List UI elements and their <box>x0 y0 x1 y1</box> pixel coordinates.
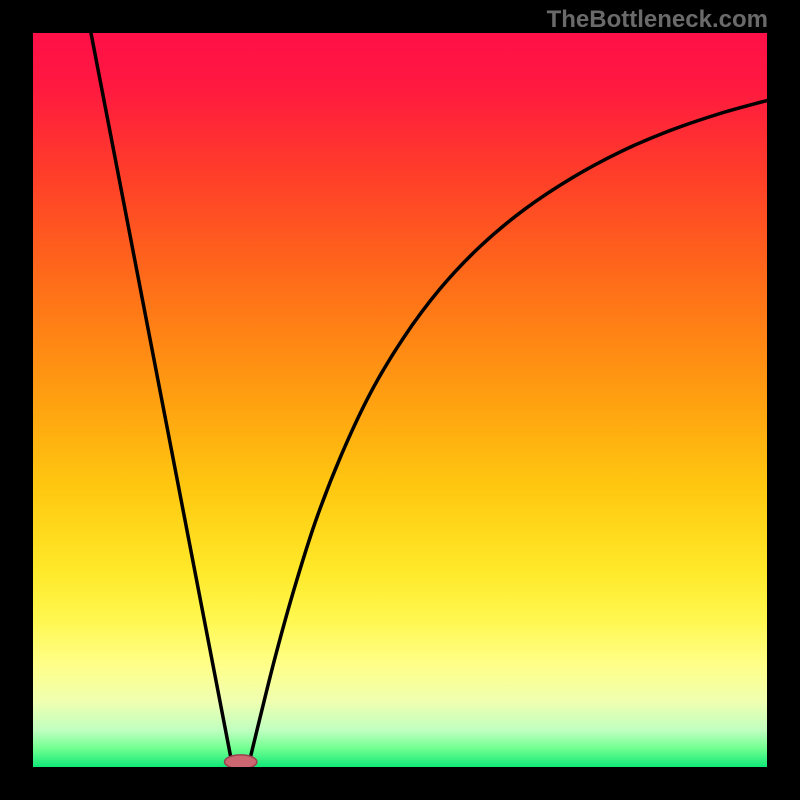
watermark-text: TheBottleneck.com <box>547 6 768 34</box>
plot-area <box>33 33 767 767</box>
gradient-background <box>33 33 767 767</box>
bottleneck-marker <box>225 755 257 767</box>
chart-container: TheBottleneck.com <box>0 0 800 800</box>
plot-svg <box>33 33 767 767</box>
